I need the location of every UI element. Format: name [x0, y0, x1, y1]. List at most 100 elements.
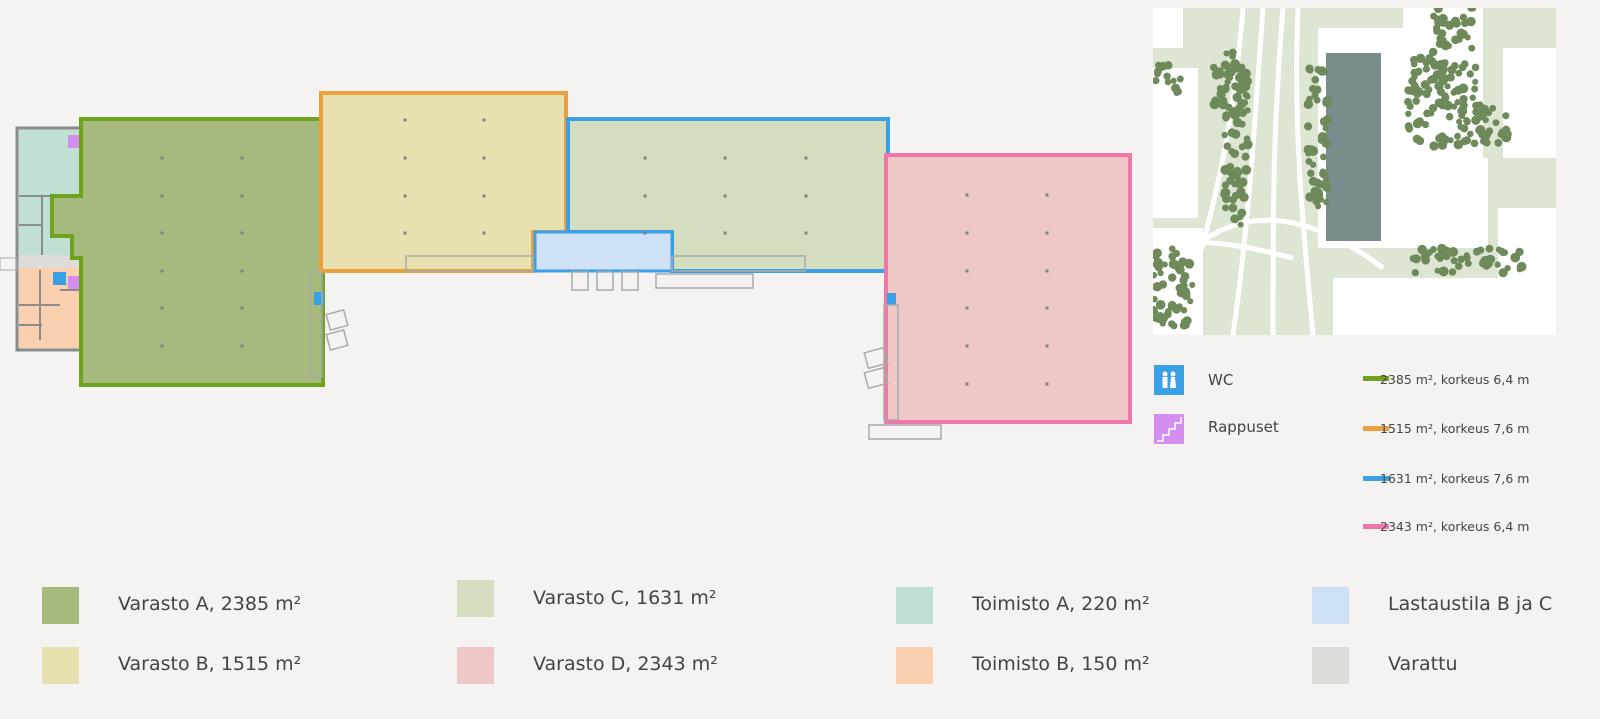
tree-icon — [1313, 96, 1321, 104]
column-mark — [240, 156, 244, 160]
tree-icon — [1421, 81, 1429, 89]
tree-icon — [1404, 97, 1412, 106]
tree-icon — [1433, 8, 1443, 14]
tree-icon — [1466, 70, 1474, 78]
tree-icon — [1241, 152, 1250, 161]
wc-icon — [314, 292, 324, 305]
column-mark — [965, 269, 969, 273]
tree-icon — [1421, 120, 1430, 129]
varasto-a-area[interactable] — [50, 117, 325, 387]
tree-icon — [1501, 132, 1512, 143]
tree-icon — [1471, 85, 1479, 93]
tree-icon — [1156, 312, 1165, 321]
tree-icon — [1476, 246, 1485, 254]
tree-icon — [1453, 139, 1464, 150]
tree-icon — [1427, 75, 1436, 84]
tree-icon — [1409, 254, 1417, 263]
column-mark — [723, 231, 727, 235]
tree-icon — [1154, 61, 1162, 69]
tree-icon — [1153, 307, 1159, 317]
tree-icon — [1228, 203, 1238, 213]
tree-icon — [1167, 300, 1177, 311]
building — [1326, 53, 1381, 241]
column-mark — [240, 306, 244, 310]
column-mark — [1045, 193, 1049, 197]
tree-icon — [1232, 117, 1243, 128]
tree-icon — [1308, 176, 1318, 186]
tree-icon — [1438, 17, 1448, 27]
tree-icon — [1425, 54, 1434, 62]
tree-icon — [1322, 125, 1329, 132]
tree-icon — [1415, 67, 1423, 75]
tree-icon — [1459, 83, 1466, 90]
column-mark — [403, 231, 407, 235]
swatch-varasto-d — [457, 647, 494, 684]
tree-icon — [1438, 266, 1449, 277]
lastaustila-area[interactable] — [533, 230, 674, 273]
tree-icon — [1304, 122, 1313, 131]
tree-icon — [1170, 77, 1177, 84]
tree-icon — [1306, 66, 1314, 74]
tree-icon — [1154, 67, 1162, 76]
tree-icon — [1445, 112, 1454, 121]
tree-icon — [1230, 59, 1241, 69]
tree-icon — [1441, 93, 1450, 102]
tree-icon — [1459, 94, 1468, 104]
legend-line-label: 1515 m², korkeus 7,6 m — [1380, 421, 1530, 436]
tree-icon — [1485, 244, 1494, 253]
tree-icon — [1244, 93, 1251, 100]
tree-icon — [1494, 139, 1503, 147]
column-mark — [403, 156, 407, 160]
tree-icon — [1502, 112, 1510, 120]
label-varasto-b: Varasto B, 1515 m² — [118, 653, 302, 675]
rappuset-label: Rappuset — [1208, 418, 1279, 436]
tree-icon — [1440, 40, 1451, 51]
tree-icon — [1492, 119, 1500, 127]
stairs-icon — [68, 276, 80, 289]
tree-icon — [1223, 50, 1230, 57]
tree-icon — [1405, 110, 1412, 117]
tree-icon — [1157, 269, 1164, 277]
tree-icon — [1464, 259, 1472, 267]
column-mark — [403, 194, 407, 198]
tree-icon — [1448, 247, 1459, 258]
tree-icon — [1463, 253, 1471, 262]
tree-icon — [1305, 158, 1313, 165]
tree-icon — [1155, 299, 1166, 310]
tree-icon — [1222, 83, 1230, 91]
tree-icon — [1421, 255, 1431, 265]
tree-icon — [1457, 255, 1466, 264]
site-map[interactable] — [1153, 8, 1556, 335]
tree-icon — [1411, 268, 1419, 277]
legend-line-c — [1363, 476, 1389, 481]
tree-icon — [1223, 142, 1232, 151]
varasto-d-area[interactable] — [884, 153, 1132, 424]
tree-icon — [1153, 295, 1158, 303]
loading-docks — [309, 255, 942, 440]
column-mark — [240, 344, 244, 348]
tree-icon — [1161, 261, 1168, 268]
tree-icon — [1226, 163, 1233, 171]
tree-icon — [1428, 47, 1438, 57]
tree-icon — [1180, 271, 1190, 281]
column-mark — [482, 156, 486, 160]
tree-icon — [1447, 137, 1454, 144]
tree-icon — [1433, 27, 1440, 34]
tree-icon — [1241, 165, 1252, 175]
tree-icon — [1180, 318, 1188, 325]
tree-icon — [1478, 104, 1489, 115]
tree-icon — [1456, 118, 1463, 125]
tree-icon — [1312, 197, 1321, 206]
varasto-b-area[interactable] — [319, 91, 568, 273]
tree-icon — [1163, 310, 1172, 319]
tree-icon — [1241, 82, 1251, 92]
tree-icon — [1216, 89, 1226, 99]
label-varasto-c: Varasto C, 1631 m² — [533, 587, 717, 609]
tree-icon — [1225, 103, 1233, 112]
column-mark — [643, 194, 647, 198]
column-mark — [1045, 231, 1049, 235]
wc-label: WC — [1208, 371, 1234, 389]
tree-icon — [1482, 116, 1489, 124]
column-mark — [160, 269, 164, 273]
tree-icon — [1457, 123, 1464, 131]
